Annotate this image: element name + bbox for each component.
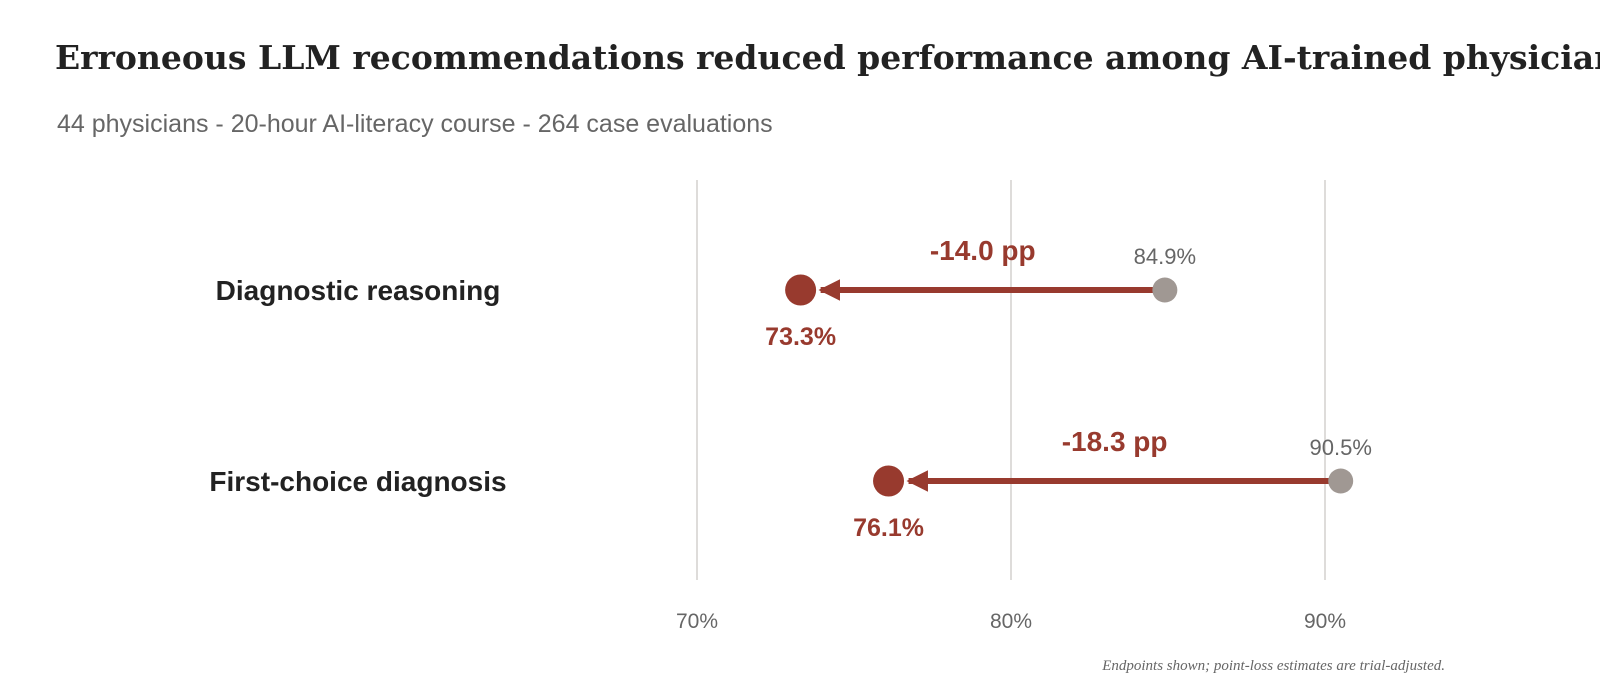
change-label: -14.0 pp: [930, 235, 1036, 266]
before-dot: [1328, 468, 1354, 494]
x-tick-label: 90%: [1304, 610, 1346, 633]
after-dot: [873, 465, 905, 497]
after-value-label: 73.3%: [765, 323, 836, 351]
change-label: -18.3 pp: [1062, 426, 1168, 457]
chart-title: Erroneous LLM recommendations reduced pe…: [55, 38, 1600, 77]
category-label: Diagnostic reasoning: [216, 275, 501, 306]
x-tick-label: 70%: [676, 610, 718, 633]
after-value-label: 76.1%: [853, 514, 924, 542]
after-dot: [785, 274, 817, 306]
before-value-label: 84.9%: [1134, 244, 1196, 269]
chart-subtitle: 44 physicians - 20-hour AI-literacy cour…: [57, 110, 773, 138]
before-dot: [1152, 277, 1178, 303]
chart-footnote: Endpoints shown; point-loss estimates ar…: [1102, 658, 1445, 674]
x-tick-label: 80%: [990, 610, 1032, 633]
category-label: First-choice diagnosis: [209, 466, 506, 497]
before-value-label: 90.5%: [1310, 435, 1372, 460]
